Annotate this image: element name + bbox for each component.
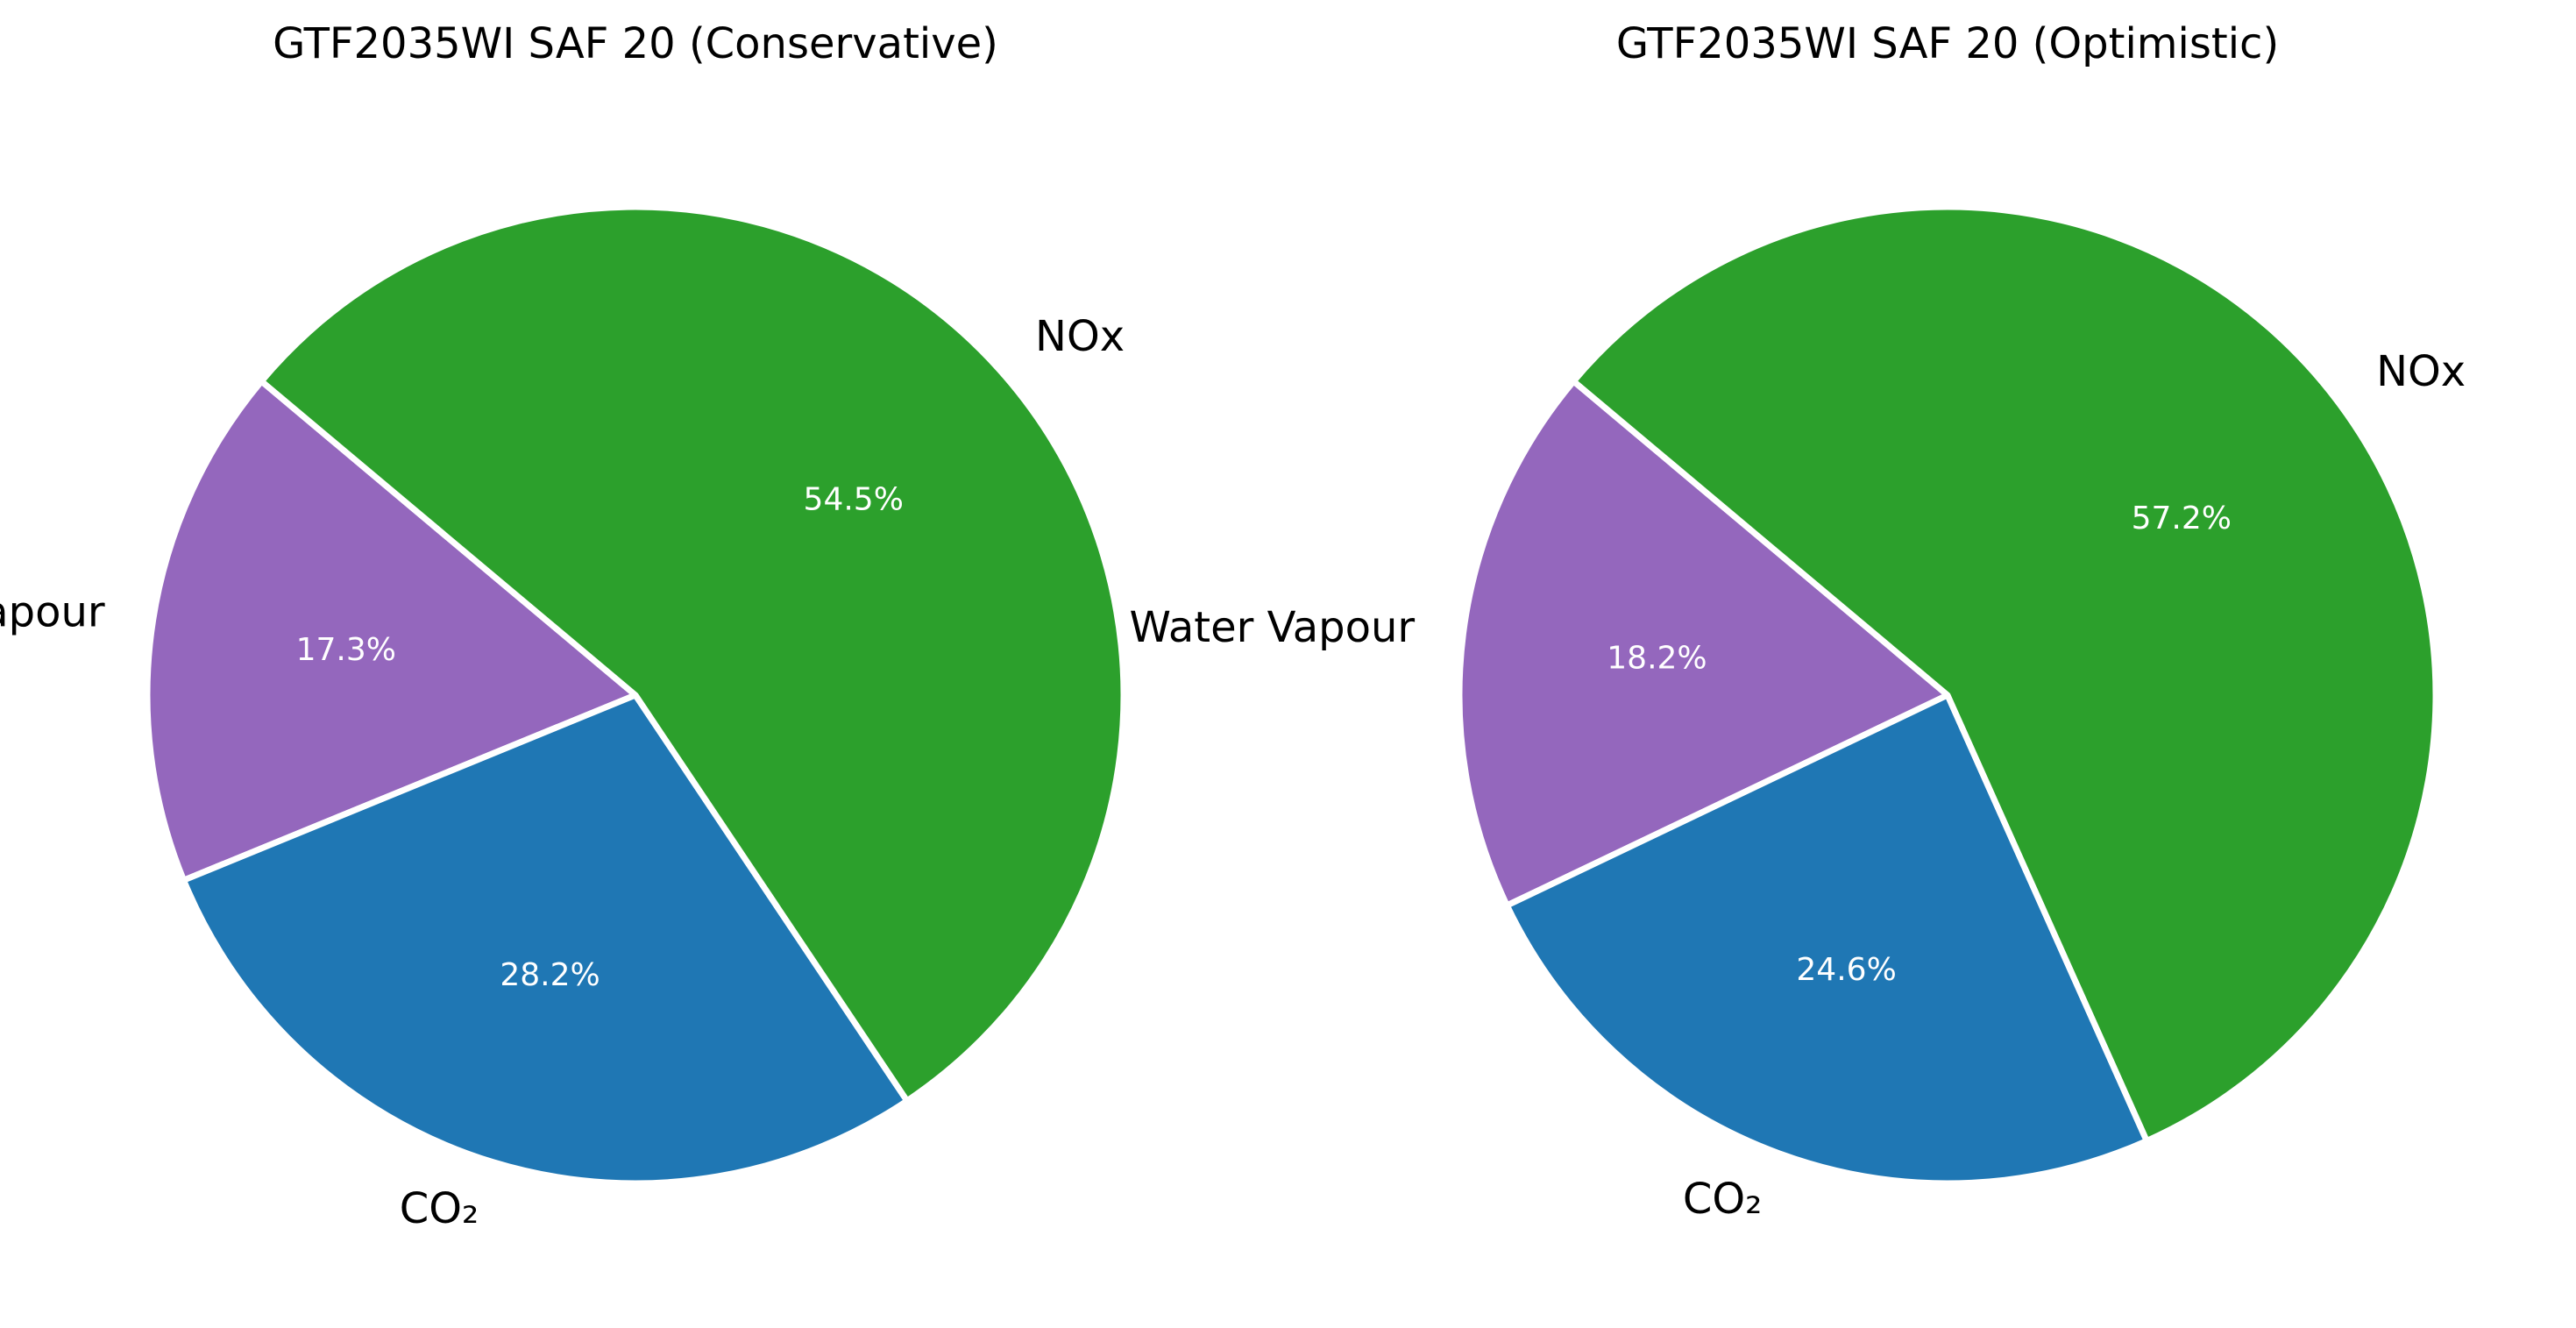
pie-slice-optimistic-water-vapour [1456, 378, 1951, 909]
pct-label-optimistic-co: 24.6% [1796, 952, 1896, 988]
slice-label-optimistic-nox: NOx [2376, 347, 2466, 396]
slices-optimistic [1456, 203, 2439, 1187]
slices-conservative [144, 203, 1127, 1187]
slice-label-conservative-co: CO₂ [400, 1184, 479, 1233]
pie-chart-conservative: GTF2035WI SAF 20 (Conservative) 17.3% Wat… [0, 19, 1127, 1233]
chart-title-conservative: GTF2035WI SAF 20 (Conservative) [273, 19, 998, 68]
slice-label-optimistic-water-vapour: Water Vapour [1130, 603, 1416, 652]
pie-slice-conservative-nox [258, 203, 1127, 1104]
pct-label-optimistic-water-vapour: 18.2% [1607, 640, 1707, 676]
pie-slice-conservative-co [181, 692, 911, 1187]
slice-label-optimistic-co: CO₂ [1683, 1175, 1763, 1224]
slice-label-conservative-water-vapour: Water Vapour [0, 588, 105, 637]
pct-label-conservative-water-vapour: 17.3% [296, 632, 396, 668]
pie-slice-optimistic-co [1503, 692, 2150, 1187]
pie-slice-conservative-water-vapour [144, 378, 639, 884]
chart-title-optimistic: GTF2035WI SAF 20 (Optimistic) [1616, 19, 2279, 68]
labels-optimistic: 18.2% Water Vapour 24.6% CO₂ 57.2% NOx [1130, 347, 2466, 1224]
pie-slice-optimistic-nox [1570, 203, 2439, 1145]
pct-label-conservative-nox: 54.5% [804, 481, 904, 517]
labels-conservative: 17.3% Water Vapour 28.2% CO₂ 54.5% NOx [0, 312, 1125, 1233]
pie-chart-optimistic: GTF2035WI SAF 20 (Optimistic) 18.2% Water… [1130, 19, 2466, 1224]
pct-label-conservative-co: 28.2% [500, 957, 600, 993]
pct-label-optimistic-nox: 57.2% [2132, 501, 2232, 536]
slice-label-conservative-nox: NOx [1035, 312, 1125, 361]
